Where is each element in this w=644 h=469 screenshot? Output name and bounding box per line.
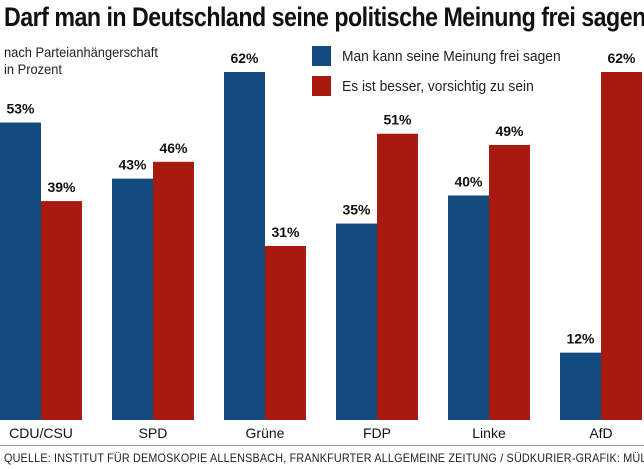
bar-linke-frei-sagen	[448, 195, 489, 420]
data-label-linke-frei-sagen: 40%	[454, 173, 483, 189]
bar-afd-vorsichtig	[601, 72, 642, 420]
category-label-gruene: Grüne	[246, 425, 285, 441]
bar-afd-frei-sagen	[560, 352, 601, 420]
data-label-linke-vorsichtig: 49%	[495, 123, 524, 139]
chart-subtitle-line2: in Prozent	[4, 61, 63, 77]
legend-label-vorsichtig: Es ist besser, vorsichtig zu sein	[342, 78, 534, 95]
category-label-fdp: FDP	[363, 425, 391, 441]
legend-label-frei-sagen: Man kann seine Meinung frei sagen	[342, 48, 561, 65]
category-label-cdu-csu: CDU/CSU	[9, 425, 73, 441]
category-label-linke: Linke	[472, 425, 506, 441]
bar-gruene-frei-sagen	[224, 72, 265, 420]
bar-linke-vorsichtig	[489, 144, 530, 420]
data-label-cdu-csu-vorsichtig: 39%	[47, 179, 76, 195]
data-label-afd-frei-sagen: 12%	[566, 331, 595, 347]
legend-swatch-vorsichtig	[312, 76, 331, 96]
bar-gruene-vorsichtig	[265, 246, 306, 420]
category-label-afd: AfD	[589, 425, 612, 441]
bar-spd-frei-sagen	[112, 178, 153, 420]
legend-swatch-frei-sagen	[312, 46, 331, 66]
source-note: QUELLE: INSTITUT FÜR DEMOSKOPIE ALLENSBA…	[4, 451, 644, 465]
data-label-afd-vorsichtig: 62%	[607, 50, 636, 66]
data-label-gruene-vorsichtig: 31%	[271, 224, 300, 240]
data-label-spd-frei-sagen: 43%	[118, 157, 147, 173]
bar-fdp-frei-sagen	[336, 223, 377, 420]
bar-cdu-csu-frei-sagen	[0, 122, 41, 421]
bar-cdu-csu-vorsichtig	[41, 201, 82, 420]
source-footer: QUELLE: INSTITUT FÜR DEMOSKOPIE ALLENSBA…	[0, 445, 644, 469]
data-label-fdp-vorsichtig: 51%	[383, 112, 412, 128]
bar-spd-vorsichtig	[153, 161, 194, 420]
bar-fdp-vorsichtig	[377, 133, 418, 420]
chart-subtitle-line1: nach Parteianhängerschaft	[4, 44, 158, 60]
data-label-gruene-frei-sagen: 62%	[230, 50, 259, 66]
data-label-cdu-csu-frei-sagen: 53%	[6, 101, 35, 117]
chart-title: Darf man in Deutschland seine politische…	[4, 2, 644, 32]
category-label-spd: SPD	[139, 425, 168, 441]
data-label-fdp-frei-sagen: 35%	[342, 202, 371, 218]
bar-chart: 53% 39% CDU/CSU 43% 46% SPD 62% 31% Grüne 35% 51% F…	[0, 50, 642, 441]
data-label-spd-vorsichtig: 46%	[159, 140, 188, 156]
